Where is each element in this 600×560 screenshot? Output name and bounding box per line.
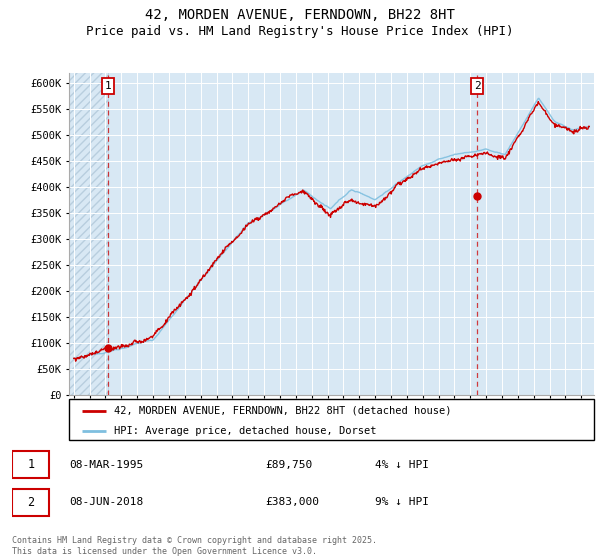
Text: 4% ↓ HPI: 4% ↓ HPI: [375, 460, 429, 470]
Text: 08-JUN-2018: 08-JUN-2018: [70, 497, 144, 507]
Text: 2: 2: [474, 81, 481, 91]
Text: 42, MORDEN AVENUE, FERNDOWN, BH22 8HT (detached house): 42, MORDEN AVENUE, FERNDOWN, BH22 8HT (d…: [113, 405, 451, 416]
Text: Price paid vs. HM Land Registry's House Price Index (HPI): Price paid vs. HM Land Registry's House …: [86, 25, 514, 38]
Text: 08-MAR-1995: 08-MAR-1995: [70, 460, 144, 470]
Text: Contains HM Land Registry data © Crown copyright and database right 2025.
This d: Contains HM Land Registry data © Crown c…: [12, 536, 377, 556]
Text: £383,000: £383,000: [265, 497, 319, 507]
FancyBboxPatch shape: [12, 451, 49, 478]
Text: HPI: Average price, detached house, Dorset: HPI: Average price, detached house, Dors…: [113, 426, 376, 436]
Text: 2: 2: [27, 496, 34, 509]
Text: 42, MORDEN AVENUE, FERNDOWN, BH22 8HT: 42, MORDEN AVENUE, FERNDOWN, BH22 8HT: [145, 8, 455, 22]
Text: 1: 1: [105, 81, 112, 91]
FancyBboxPatch shape: [69, 399, 594, 440]
Text: 1: 1: [27, 458, 34, 471]
FancyBboxPatch shape: [12, 489, 49, 516]
Text: 9% ↓ HPI: 9% ↓ HPI: [375, 497, 429, 507]
Text: £89,750: £89,750: [265, 460, 313, 470]
